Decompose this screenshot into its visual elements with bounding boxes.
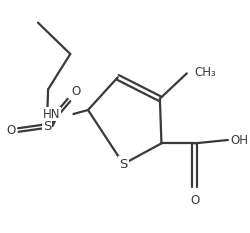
Text: HN: HN — [43, 107, 60, 120]
Text: S: S — [119, 158, 128, 171]
Text: S: S — [43, 120, 51, 133]
Text: O: O — [71, 85, 80, 98]
Text: O: O — [6, 123, 16, 137]
Text: OH: OH — [231, 134, 249, 147]
Text: O: O — [190, 194, 199, 207]
Text: CH₃: CH₃ — [194, 66, 216, 79]
